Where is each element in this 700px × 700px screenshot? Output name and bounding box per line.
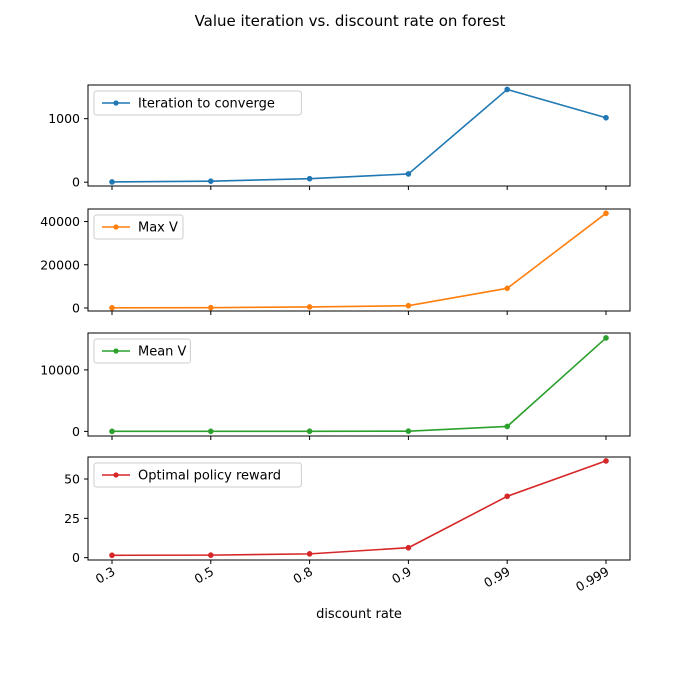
x-tick-label: 0.5	[192, 564, 217, 587]
data-point	[207, 304, 214, 311]
series-line	[111, 212, 607, 309]
subplot-3: 0 10000 Mean V	[40, 332, 631, 440]
axes-frame	[87, 84, 631, 187]
data-point	[603, 114, 609, 121]
subplot-4: 0 25 50 0.3 0.5 0.8 0.9 0.99 0.999 discount rate O…	[64, 456, 631, 622]
legend-marker	[113, 348, 119, 354]
y-tick-label: 0	[72, 175, 80, 190]
data-point	[405, 428, 412, 434]
x-tick-label: 0.8	[290, 564, 315, 587]
y-tick-label: 50	[64, 472, 80, 487]
legend-label: Optimal policy reward	[138, 469, 281, 484]
series-line	[111, 460, 607, 557]
y-tick-label: 0	[72, 300, 80, 315]
data-point	[306, 304, 313, 310]
data-point	[603, 335, 609, 341]
data-point	[504, 423, 511, 430]
x-tick-label: 0.9	[389, 564, 414, 587]
axes-frame	[87, 456, 631, 561]
x-tick-label: 0.3	[93, 564, 118, 587]
y-tick-label: 40000	[40, 214, 80, 229]
subplot-2: 0 20000 40000 Max V	[40, 208, 631, 315]
x-tick-label: 0.999	[573, 564, 612, 595]
data-point	[109, 552, 115, 559]
data-point	[207, 428, 214, 435]
x-axis-label: discount rate	[316, 607, 402, 622]
data-point	[109, 304, 115, 311]
y-tick-label: 25	[64, 511, 80, 526]
y-tick-label: 10000	[40, 362, 80, 377]
data-point	[207, 552, 214, 558]
data-point	[306, 175, 313, 182]
y-tick-label: 0	[72, 424, 80, 439]
legend-label: Max V	[138, 221, 178, 236]
legend-box	[93, 338, 191, 364]
data-point	[405, 544, 412, 551]
legend-marker	[113, 472, 119, 478]
series-line	[111, 88, 607, 183]
legend-box	[93, 214, 184, 240]
data-point	[504, 493, 511, 500]
data-point	[603, 210, 609, 217]
legend-marker	[113, 224, 119, 230]
subplots: 0 1000 Iteration to converge 0 20000 40000 Max…	[40, 84, 631, 622]
legend-box	[93, 90, 302, 116]
legend-box	[93, 462, 302, 488]
data-point	[109, 428, 115, 435]
data-point	[306, 551, 313, 557]
x-tick-label: 0.99	[481, 564, 513, 591]
series-line	[111, 337, 607, 433]
subplot-1: 0 1000 Iteration to converge	[48, 84, 631, 190]
data-point	[109, 179, 115, 185]
legend: Iteration to converge	[93, 90, 302, 116]
y-tick-label: 1000	[48, 111, 80, 126]
data-point	[405, 302, 412, 309]
legend-marker	[113, 100, 119, 106]
data-point	[405, 171, 412, 177]
axes-frame	[87, 332, 631, 437]
figure-title: Value iteration vs. discount rate on for…	[195, 12, 506, 30]
data-point	[603, 458, 609, 464]
legend: Max V	[93, 214, 184, 240]
legend: Optimal policy reward	[93, 462, 302, 488]
legend-label: Iteration to converge	[138, 97, 275, 112]
data-point	[504, 285, 511, 292]
data-point	[306, 428, 313, 435]
data-point	[504, 86, 511, 93]
axes-frame	[87, 208, 631, 312]
legend-label: Mean V	[138, 345, 187, 360]
y-tick-label: 0	[72, 550, 80, 565]
data-point	[207, 178, 214, 185]
y-tick-label: 20000	[40, 257, 80, 272]
legend: Mean V	[93, 338, 191, 364]
